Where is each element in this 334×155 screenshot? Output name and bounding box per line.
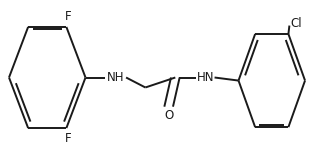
Text: F: F [65, 132, 71, 145]
Text: NH: NH [107, 71, 124, 84]
Text: HN: HN [196, 71, 214, 84]
Text: Cl: Cl [290, 17, 302, 30]
Text: O: O [164, 109, 173, 122]
Text: F: F [65, 10, 71, 23]
